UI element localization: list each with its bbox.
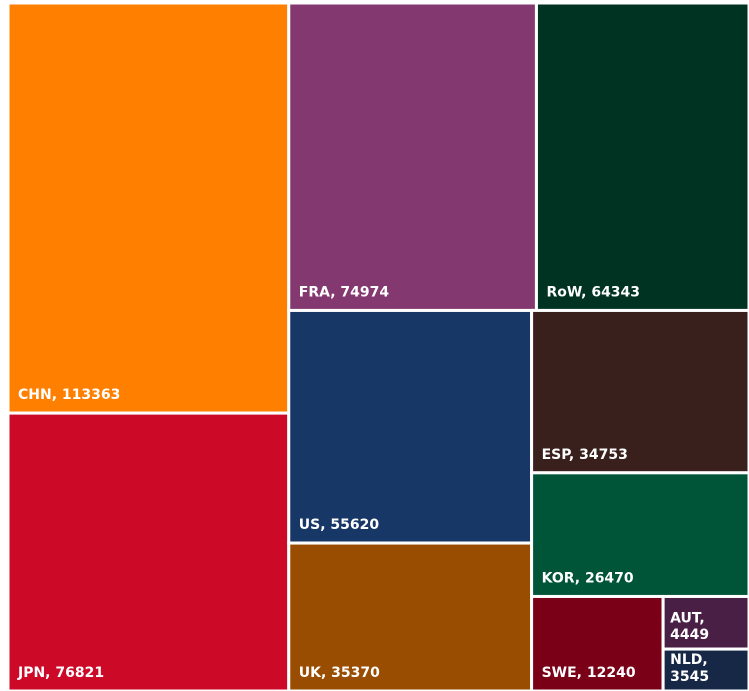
label-line: 4449 [670,627,709,643]
tile [6,1,291,415]
tile-label: ESP, 34753 [542,447,628,463]
tile [534,1,749,312]
label-line: AUT, [670,610,705,626]
tile-label: NLD, 3545 [670,652,709,685]
tile-label: RoW, 64343 [546,284,640,300]
tile-label: US, 55620 [299,517,380,533]
tile-label: AUT, 4449 [670,610,709,643]
tile [287,541,534,691]
tile-label: KOR, 26470 [542,570,634,586]
tile-label: CHN, 113363 [18,387,120,403]
tile-label: SWE, 12240 [542,665,636,681]
tile-label: FRA, 74974 [299,284,390,300]
tile [287,308,534,545]
tile [287,1,538,312]
tile-label: JPN, 76821 [17,665,104,681]
tile [530,594,665,691]
tile [530,308,749,475]
tile [661,594,749,651]
label-line: NLD, [670,652,708,668]
tile-label: UK, 35370 [299,665,380,681]
tile [6,411,291,691]
label-line: 3545 [670,669,709,685]
